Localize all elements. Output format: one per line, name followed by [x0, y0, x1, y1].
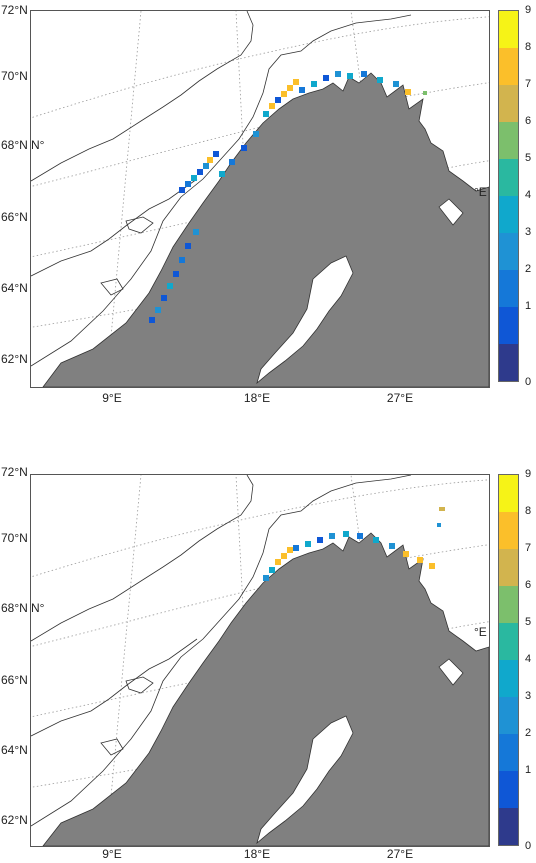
coastline-contours: [31, 475, 412, 827]
colorbar-segment-7: [499, 85, 518, 122]
colorbar-tick-4: 4: [525, 653, 532, 665]
colorbar-segment-9: [499, 11, 518, 48]
colorbar-segment-4: [499, 660, 518, 697]
lon-label-27e: 27°E: [386, 847, 414, 861]
colorbar-tick-0: 0: [525, 376, 532, 388]
colorbar-tick-8: 8: [525, 41, 532, 53]
lat-label-66: 66°N: [1, 673, 28, 687]
colorbar-segment-2: [499, 270, 518, 307]
map-area: [30, 10, 490, 388]
colorbar-tick-7: 7: [525, 78, 532, 90]
colorbar-tick-7: 7: [525, 542, 532, 554]
map-panel-bottom: 72°N 70°N 68°N 66°N 64°N 62°N 9°E 18°E 2…: [0, 430, 536, 863]
colorbar-tick-9: 9: [525, 468, 532, 480]
land-mass: [42, 72, 489, 387]
colorbar-segment-5: [499, 623, 518, 660]
colorbar-tick-5: 5: [525, 616, 532, 628]
lat-label-64: 64°N: [1, 281, 28, 295]
lat-label-62: 62°N: [1, 813, 28, 827]
data-cells: [149, 71, 427, 323]
colorbar-segment-5: [499, 159, 518, 196]
map-svg: [31, 11, 489, 387]
colorbar-tick-4: 4: [525, 189, 532, 201]
lat-label-66: 66°N: [1, 210, 28, 224]
colorbar-tick-9: 9: [525, 4, 532, 16]
inland-water: [256, 198, 464, 385]
lon-label-27e: 27°E: [386, 391, 414, 405]
colorbar-segment-1: [499, 771, 518, 808]
lat-label-64: 64°N: [1, 743, 28, 757]
lon-label-18e: 18°E: [243, 391, 271, 405]
colorbar-tick-1: 1: [525, 764, 532, 776]
colorbar-tick-3: 3: [525, 226, 532, 238]
colorbar: [498, 474, 519, 846]
colorbar-segment-1: [499, 307, 518, 344]
colorbar-tick-3: 3: [525, 690, 532, 702]
colorbar-tick-2: 2: [525, 263, 532, 275]
edge-label-left: N°: [31, 601, 45, 615]
colorbar-tick-6: 6: [525, 579, 532, 591]
edge-label-right: °E: [474, 625, 487, 639]
lat-label-72: 72°N: [1, 3, 28, 17]
colorbar-tick-1: 1: [525, 300, 532, 312]
inland-water: [256, 658, 464, 845]
colorbar-tick-5: 5: [525, 152, 532, 164]
lat-label-62: 62°N: [1, 352, 28, 366]
land-mass: [42, 532, 489, 846]
colorbar-segment-3: [499, 697, 518, 734]
map-panel-top: 72°N 70°N 68°N 66°N 64°N 62°N 9°E 18°E 2…: [0, 0, 536, 420]
colorbar-tick-6: 6: [525, 115, 532, 127]
colorbar-tick-0: 0: [525, 840, 532, 852]
edge-label-left: N°: [31, 138, 45, 152]
colorbar: [498, 10, 519, 382]
lat-label-68: 68°N: [1, 138, 28, 152]
lat-label-70: 70°N: [1, 531, 28, 545]
colorbar-segment-2: [499, 734, 518, 771]
edge-label-right: °E: [474, 185, 487, 199]
colorbar-tick-2: 2: [525, 727, 532, 739]
colorbar-segment-7: [499, 549, 518, 586]
coastline-contours: [31, 11, 412, 367]
lon-label-9e: 9°E: [102, 391, 122, 405]
map-svg: [31, 475, 489, 846]
colorbar-segment-6: [499, 586, 518, 623]
colorbar-segment-3: [499, 233, 518, 270]
lon-label-18e: 18°E: [243, 847, 271, 861]
colorbar-segment-4: [499, 196, 518, 233]
colorbar-segment-6: [499, 122, 518, 159]
data-cells: [263, 507, 445, 581]
map-area: [30, 474, 490, 847]
colorbar-segment-9: [499, 475, 518, 512]
colorbar-segment-8: [499, 512, 518, 549]
lat-label-72: 72°N: [1, 465, 28, 479]
lon-label-9e: 9°E: [102, 847, 122, 861]
colorbar-tick-8: 8: [525, 505, 532, 517]
colorbar-segment-8: [499, 48, 518, 85]
colorbar-segment-0: [499, 808, 518, 845]
lat-label-68: 68°N: [1, 601, 28, 615]
lat-label-70: 70°N: [1, 69, 28, 83]
colorbar-segment-0: [499, 344, 518, 381]
